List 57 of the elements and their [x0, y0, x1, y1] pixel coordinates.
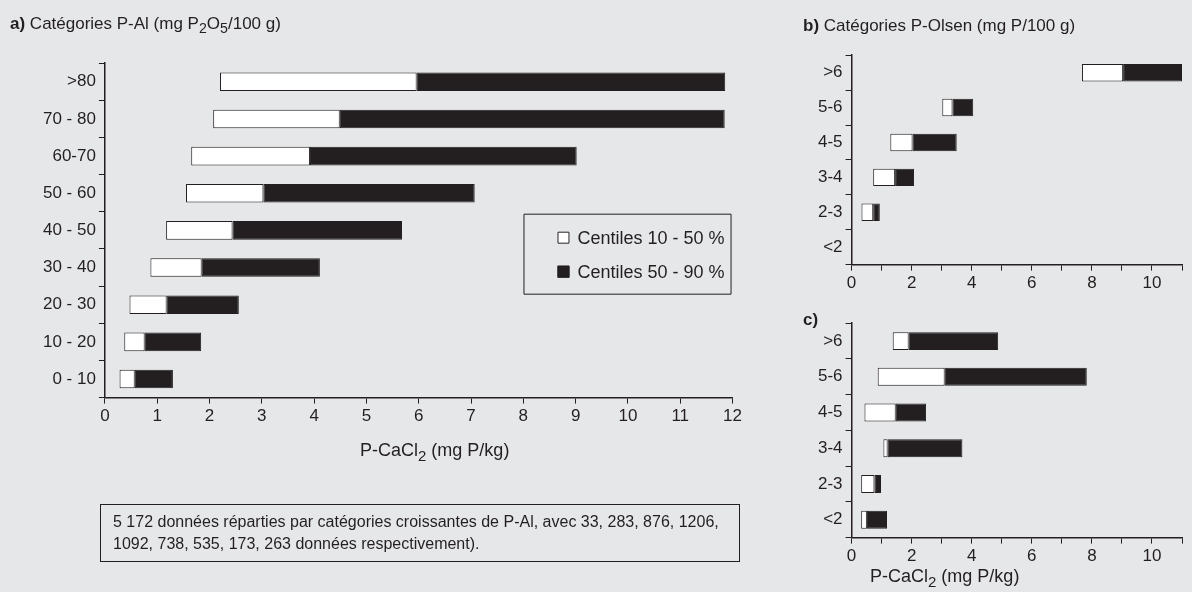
x-tick-label: 8 [1087, 546, 1097, 566]
y-tick-label: 5-6 [817, 366, 843, 386]
y-tick-label: <2 [823, 509, 843, 529]
y-tick-label: 5-6 [817, 97, 843, 117]
x-tick-label: 8 [1087, 273, 1097, 293]
x-tick-label: 3 [257, 406, 267, 426]
y-tick-label: 30 - 40 [42, 257, 96, 277]
y-tick-label: 3-4 [817, 167, 843, 187]
x-tick-label: 2 [204, 406, 215, 426]
x-tick-label: 6 [414, 406, 424, 426]
chart-title: a) Catégories P-Al (mg P$_{2}$O$_{5}$/100 g) [10, 14, 281, 37]
x-tick-label: 7 [466, 406, 476, 426]
y-tick-label: 2-3 [817, 201, 843, 221]
y-tick-label: >80 [67, 71, 96, 91]
y-tick-label: 40 - 50 [42, 220, 96, 240]
x-tick-label: 2 [906, 273, 917, 293]
chart-title: b) Catégories P-Olsen (mg P/100 g) [803, 16, 1076, 35]
x-tick-label: 8 [518, 406, 529, 426]
x-axis-title: P-CaCl$_{2}$ (mg P/kg) [360, 440, 510, 464]
y-tick-label: 2-3 [817, 473, 843, 493]
bar [887, 439, 963, 458]
text: 5 172 données réparties par catégories croissantes de P-Al, avec 33, 283, 876, 1206, 1092, 738, 535, 173, 263 données respectivement). [100, 504, 740, 562]
x-tick-label: 4 [309, 406, 319, 426]
bar [201, 258, 320, 277]
legend-label: Centiles 10 - 50 % [577, 227, 725, 248]
x-tick-label: 6 [1027, 546, 1037, 566]
chart-title: c) [803, 310, 819, 329]
x-tick-label: 10 [1142, 546, 1162, 566]
y-tick-label: 60-70 [52, 145, 96, 165]
x-tick-label: 1 [152, 406, 162, 426]
x-tick-label: 5 [361, 406, 372, 426]
x-tick-label: 9 [570, 406, 581, 426]
legend-label: Centiles 50 - 90 % [577, 261, 725, 282]
x-tick-label: 0 [846, 273, 857, 293]
y-tick-label: 3-4 [817, 437, 843, 457]
x-tick-label: 12 [723, 406, 743, 426]
y-tick-label: 20 - 30 [42, 294, 96, 314]
bar [866, 510, 888, 529]
y-tick-label: >6 [823, 330, 843, 350]
x-tick-label: 10 [618, 406, 638, 426]
y-tick-label: 10 - 20 [42, 331, 96, 351]
x-tick-label: 0 [846, 546, 857, 566]
y-tick-label: 70 - 80 [42, 108, 96, 128]
x-tick-label: 6 [1027, 273, 1037, 293]
y-tick-label: 4-5 [817, 132, 843, 152]
y-tick-label: 0 - 10 [52, 368, 96, 388]
y-tick-label: <2 [823, 236, 843, 256]
x-tick-label: 10 [1142, 273, 1162, 293]
x-tick-label: 4 [966, 273, 977, 293]
x-tick-label: 11 [671, 406, 690, 426]
x-tick-label: 0 [100, 406, 110, 426]
y-tick-label: 50 - 60 [42, 182, 96, 202]
x-tick-label: 2 [906, 546, 917, 566]
x-axis-title: P-CaCl$_{2}$ (mg P/kg) [870, 566, 1020, 590]
y-tick-label: 4-5 [817, 402, 843, 422]
x-tick-label: 4 [966, 546, 977, 566]
y-tick-label: >6 [823, 62, 843, 82]
